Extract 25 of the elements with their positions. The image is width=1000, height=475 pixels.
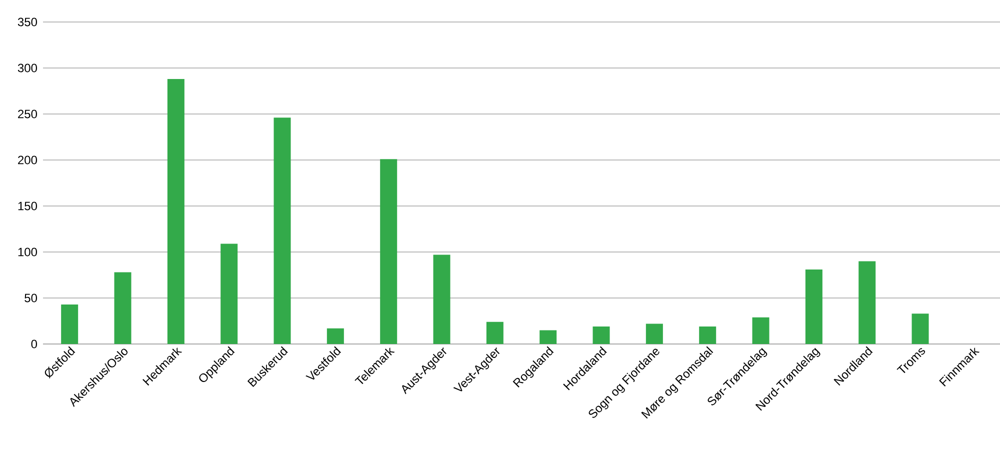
bar <box>486 322 504 344</box>
bar <box>752 317 770 344</box>
y-tick-label: 200 <box>18 156 38 164</box>
bar <box>858 261 876 344</box>
y-tick-label: 100 <box>18 248 38 256</box>
bar <box>274 118 291 344</box>
bar <box>114 272 132 344</box>
bar <box>646 324 663 344</box>
bar <box>805 269 822 344</box>
bar <box>380 159 398 344</box>
y-tick-label: 350 <box>18 18 38 26</box>
y-tick-label: 150 <box>18 202 38 210</box>
y-tick-label: 50 <box>24 294 38 302</box>
y-tick-label: 0 <box>31 340 38 348</box>
bar <box>61 304 78 344</box>
bar <box>433 254 450 344</box>
bar <box>912 314 929 344</box>
bar <box>326 328 344 344</box>
bar <box>592 326 610 344</box>
bar <box>220 244 238 344</box>
bar <box>699 326 716 344</box>
bar <box>167 79 184 344</box>
y-tick-label: 250 <box>18 110 38 118</box>
y-tick-label: 300 <box>18 64 38 72</box>
bar <box>540 330 557 344</box>
